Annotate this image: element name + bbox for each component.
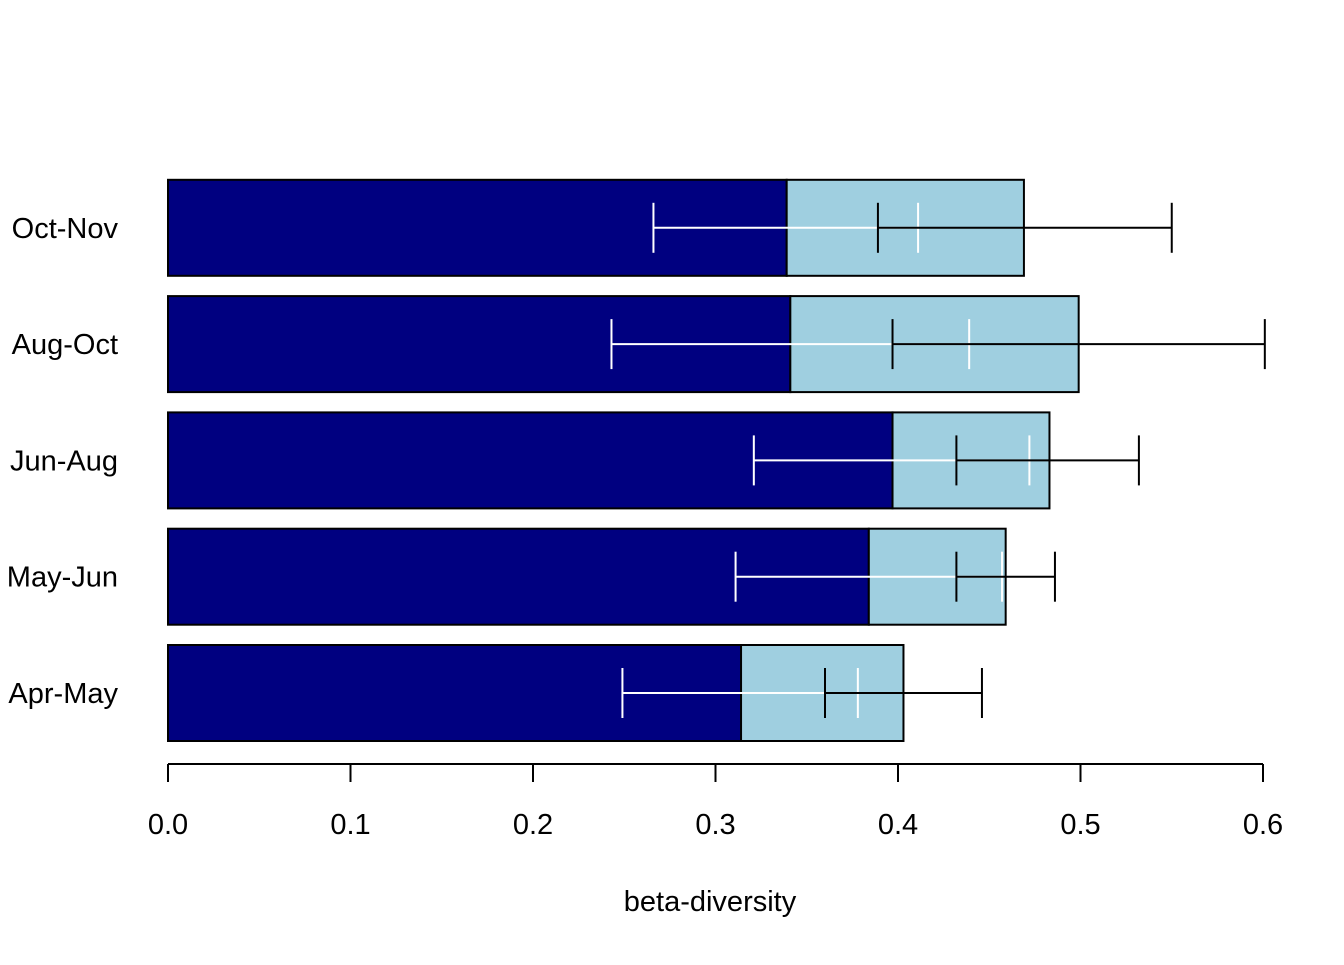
x-tick-label-0.1: 0.1 bbox=[330, 809, 370, 841]
x-tick-label-0.2: 0.2 bbox=[513, 809, 553, 841]
category-label-aug-oct: Aug-Oct bbox=[12, 329, 118, 361]
x-tick-label-0.6: 0.6 bbox=[1243, 809, 1283, 841]
x-axis: 0.0 0.1 0.2 0.3 0.4 0.5 0.6 bbox=[148, 763, 1283, 841]
category-label-apr-may: Apr-May bbox=[8, 678, 118, 710]
category-label-oct-nov: Oct-Nov bbox=[12, 213, 119, 245]
x-axis-title: beta-diversity bbox=[624, 886, 797, 918]
x-tick-label-0.0: 0.0 bbox=[148, 809, 188, 841]
category-labels: Apr-May May-Jun Jun-Aug Aug-Oct Oct-Nov bbox=[7, 213, 119, 710]
x-tick-label-0.3: 0.3 bbox=[695, 809, 735, 841]
x-tick-label-0.4: 0.4 bbox=[878, 809, 918, 841]
category-label-may-jun: May-Jun bbox=[7, 562, 118, 594]
error-bars-layer bbox=[610, 202, 1266, 718]
x-tick-label-0.5: 0.5 bbox=[1060, 809, 1100, 841]
category-label-jun-aug: Jun-Aug bbox=[10, 445, 118, 477]
